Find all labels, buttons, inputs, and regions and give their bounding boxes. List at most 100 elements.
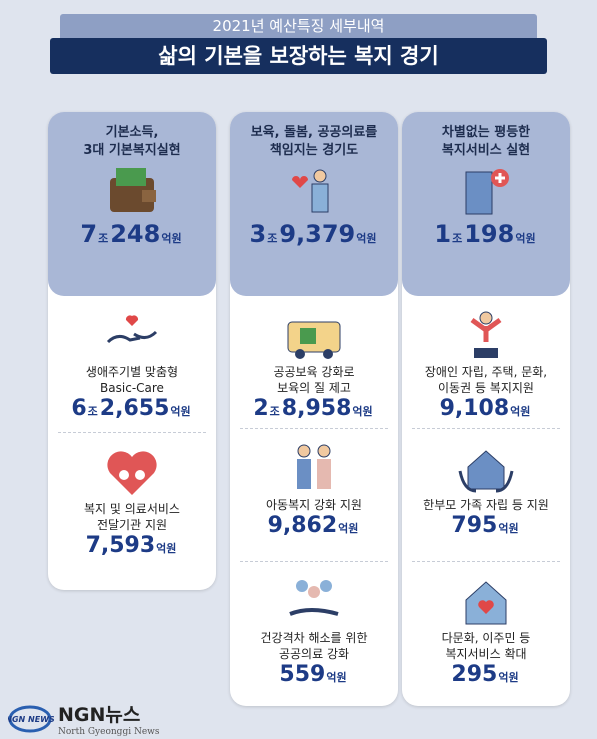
column-top: 기본소득, 3대 기본복지실현 7조248억원 — [48, 112, 216, 296]
amount: 2조8,958억원 — [244, 396, 384, 421]
desc-line: 생애주기별 맞춤형 — [85, 365, 179, 379]
amount-number: 559 — [279, 662, 326, 687]
amount: 559억원 — [244, 662, 384, 687]
item-desc: 아동복지 강화 지원 — [244, 497, 384, 513]
amount-unit: 조 — [452, 232, 463, 245]
column: 기본소득, 3대 기본복지실현 7조248억원 생애주기별 맞춤형 Basic-Care… — [48, 112, 216, 590]
amount-unit: 억원 — [515, 232, 536, 245]
item: 장애인 자립, 주택, 문화, 이동권 등 복지지원 9,108억원 — [412, 296, 560, 429]
desc-line: 공공보육 강화로 — [273, 365, 355, 379]
icon — [107, 451, 157, 495]
amount: 795억원 — [416, 513, 556, 538]
icon — [458, 450, 514, 493]
amount: 7조248억원 — [48, 220, 216, 248]
item-desc: 생애주기별 맞춤형 Basic-Care — [62, 364, 202, 396]
desc-line: Basic-Care — [100, 381, 164, 395]
amount-unit: 억원 — [356, 232, 377, 245]
column: 보육, 돌봄, 공공의료를 책임지는 경기도 3조9,379억원 공공보육 강화로 보육… — [230, 112, 398, 706]
brand: NGN뉴스 — [58, 704, 141, 726]
amount: 9,108억원 — [416, 396, 556, 421]
icon — [465, 169, 509, 215]
amount-unit: 억원 — [498, 522, 519, 535]
heading-line: 책임지는 경기도 — [269, 143, 359, 158]
amount-number: 7 — [80, 220, 98, 248]
desc-line: 공공의료 강화 — [278, 647, 350, 661]
amount-unit: 조 — [267, 232, 278, 245]
item-desc: 한부모 가족 자립 등 지원 — [416, 497, 556, 513]
amount-unit: 억원 — [170, 405, 191, 418]
item-desc: 장애인 자립, 주택, 문화, 이동권 등 복지지원 — [416, 364, 556, 396]
amount-number: 1 — [434, 220, 452, 248]
amount-unit: 억원 — [338, 522, 359, 535]
amount-number: 8,958 — [281, 396, 352, 421]
amount-number: 795 — [451, 513, 498, 538]
amount-unit: 조 — [98, 232, 109, 245]
amount-number: 2 — [253, 396, 269, 421]
tagline: North Gyeonggi News — [58, 727, 160, 737]
icon — [287, 321, 341, 359]
desc-line: 아동복지 강화 지원 — [266, 498, 362, 512]
icon — [106, 315, 158, 344]
amount-number: 248 — [110, 220, 161, 248]
desc-line: 복지 및 의료서비스 — [84, 502, 180, 516]
column: 차별없는 평등한 복지서비스 실현 1조198억원 장애인 자립, 주택, 문화, 이동… — [402, 112, 570, 706]
amount-number: 7,593 — [85, 533, 156, 558]
desc-line: 이동권 등 복지지원 — [438, 381, 534, 395]
heading-line: 차별없는 평등한 — [441, 125, 531, 140]
amount-unit: 억원 — [161, 232, 182, 245]
item: 공공보육 강화로 보육의 질 제고 2조8,958억원 — [240, 296, 388, 429]
heading-line: 보육, 돌봄, 공공의료를 — [250, 125, 378, 140]
desc-line: 전달기관 지원 — [96, 518, 168, 532]
amount: 3조9,379억원 — [230, 220, 398, 248]
icon — [297, 444, 331, 489]
icon — [292, 169, 329, 213]
amount: 6조2,655억원 — [62, 396, 202, 421]
amount-number: 2,655 — [99, 396, 170, 421]
desc-line: 건강격차 해소를 위한 — [260, 631, 368, 645]
desc-line: 한부모 가족 자립 등 지원 — [423, 498, 549, 512]
desc-line: 보육의 질 제고 — [277, 381, 351, 395]
amount-unit: 조 — [269, 405, 280, 418]
heading-line: 3대 기본복지실현 — [83, 143, 181, 158]
item: 아동복지 강화 지원 9,862억원 — [240, 429, 388, 562]
logo-mark: NGN NEWS — [8, 705, 54, 732]
amount-number: 198 — [464, 220, 515, 248]
title-bar: 삶의 기본을 보장하는 복지 경기 — [50, 38, 547, 74]
amount-unit: 억원 — [510, 405, 531, 418]
amount-number: 9,108 — [439, 396, 510, 421]
column-heading: 기본소득, 3대 기본복지실현 — [48, 124, 216, 160]
icon — [465, 581, 507, 625]
amount-unit: 조 — [87, 405, 98, 418]
icon — [289, 580, 339, 616]
icon — [110, 168, 156, 212]
amount: 9,862억원 — [244, 513, 384, 538]
desc-line: 복지서비스 확대 — [445, 647, 527, 661]
icon — [470, 311, 502, 358]
subtitle-bar: 2021년 예산특징 세부내역 — [60, 14, 537, 38]
heading-line: 복지서비스 실현 — [441, 143, 531, 158]
brand-block: NGN뉴스 North Gyeonggi News — [58, 700, 159, 737]
logo: NGN NEWS NGN뉴스 North Gyeonggi News — [8, 700, 159, 737]
amount-number: 9,379 — [279, 220, 356, 248]
amount-number: 3 — [249, 220, 267, 248]
amount: 295억원 — [416, 662, 556, 687]
desc-line: 장애인 자립, 주택, 문화, — [424, 365, 548, 379]
amount: 7,593억원 — [62, 533, 202, 558]
amount-unit: 억원 — [352, 405, 373, 418]
amount-unit: 억원 — [498, 671, 519, 684]
logo-text: NGN NEWS — [8, 715, 54, 724]
amount-unit: 억원 — [156, 542, 177, 555]
desc-line: 다문화, 이주민 등 — [441, 631, 531, 645]
item: 한부모 가족 자립 등 지원 795억원 — [412, 429, 560, 562]
